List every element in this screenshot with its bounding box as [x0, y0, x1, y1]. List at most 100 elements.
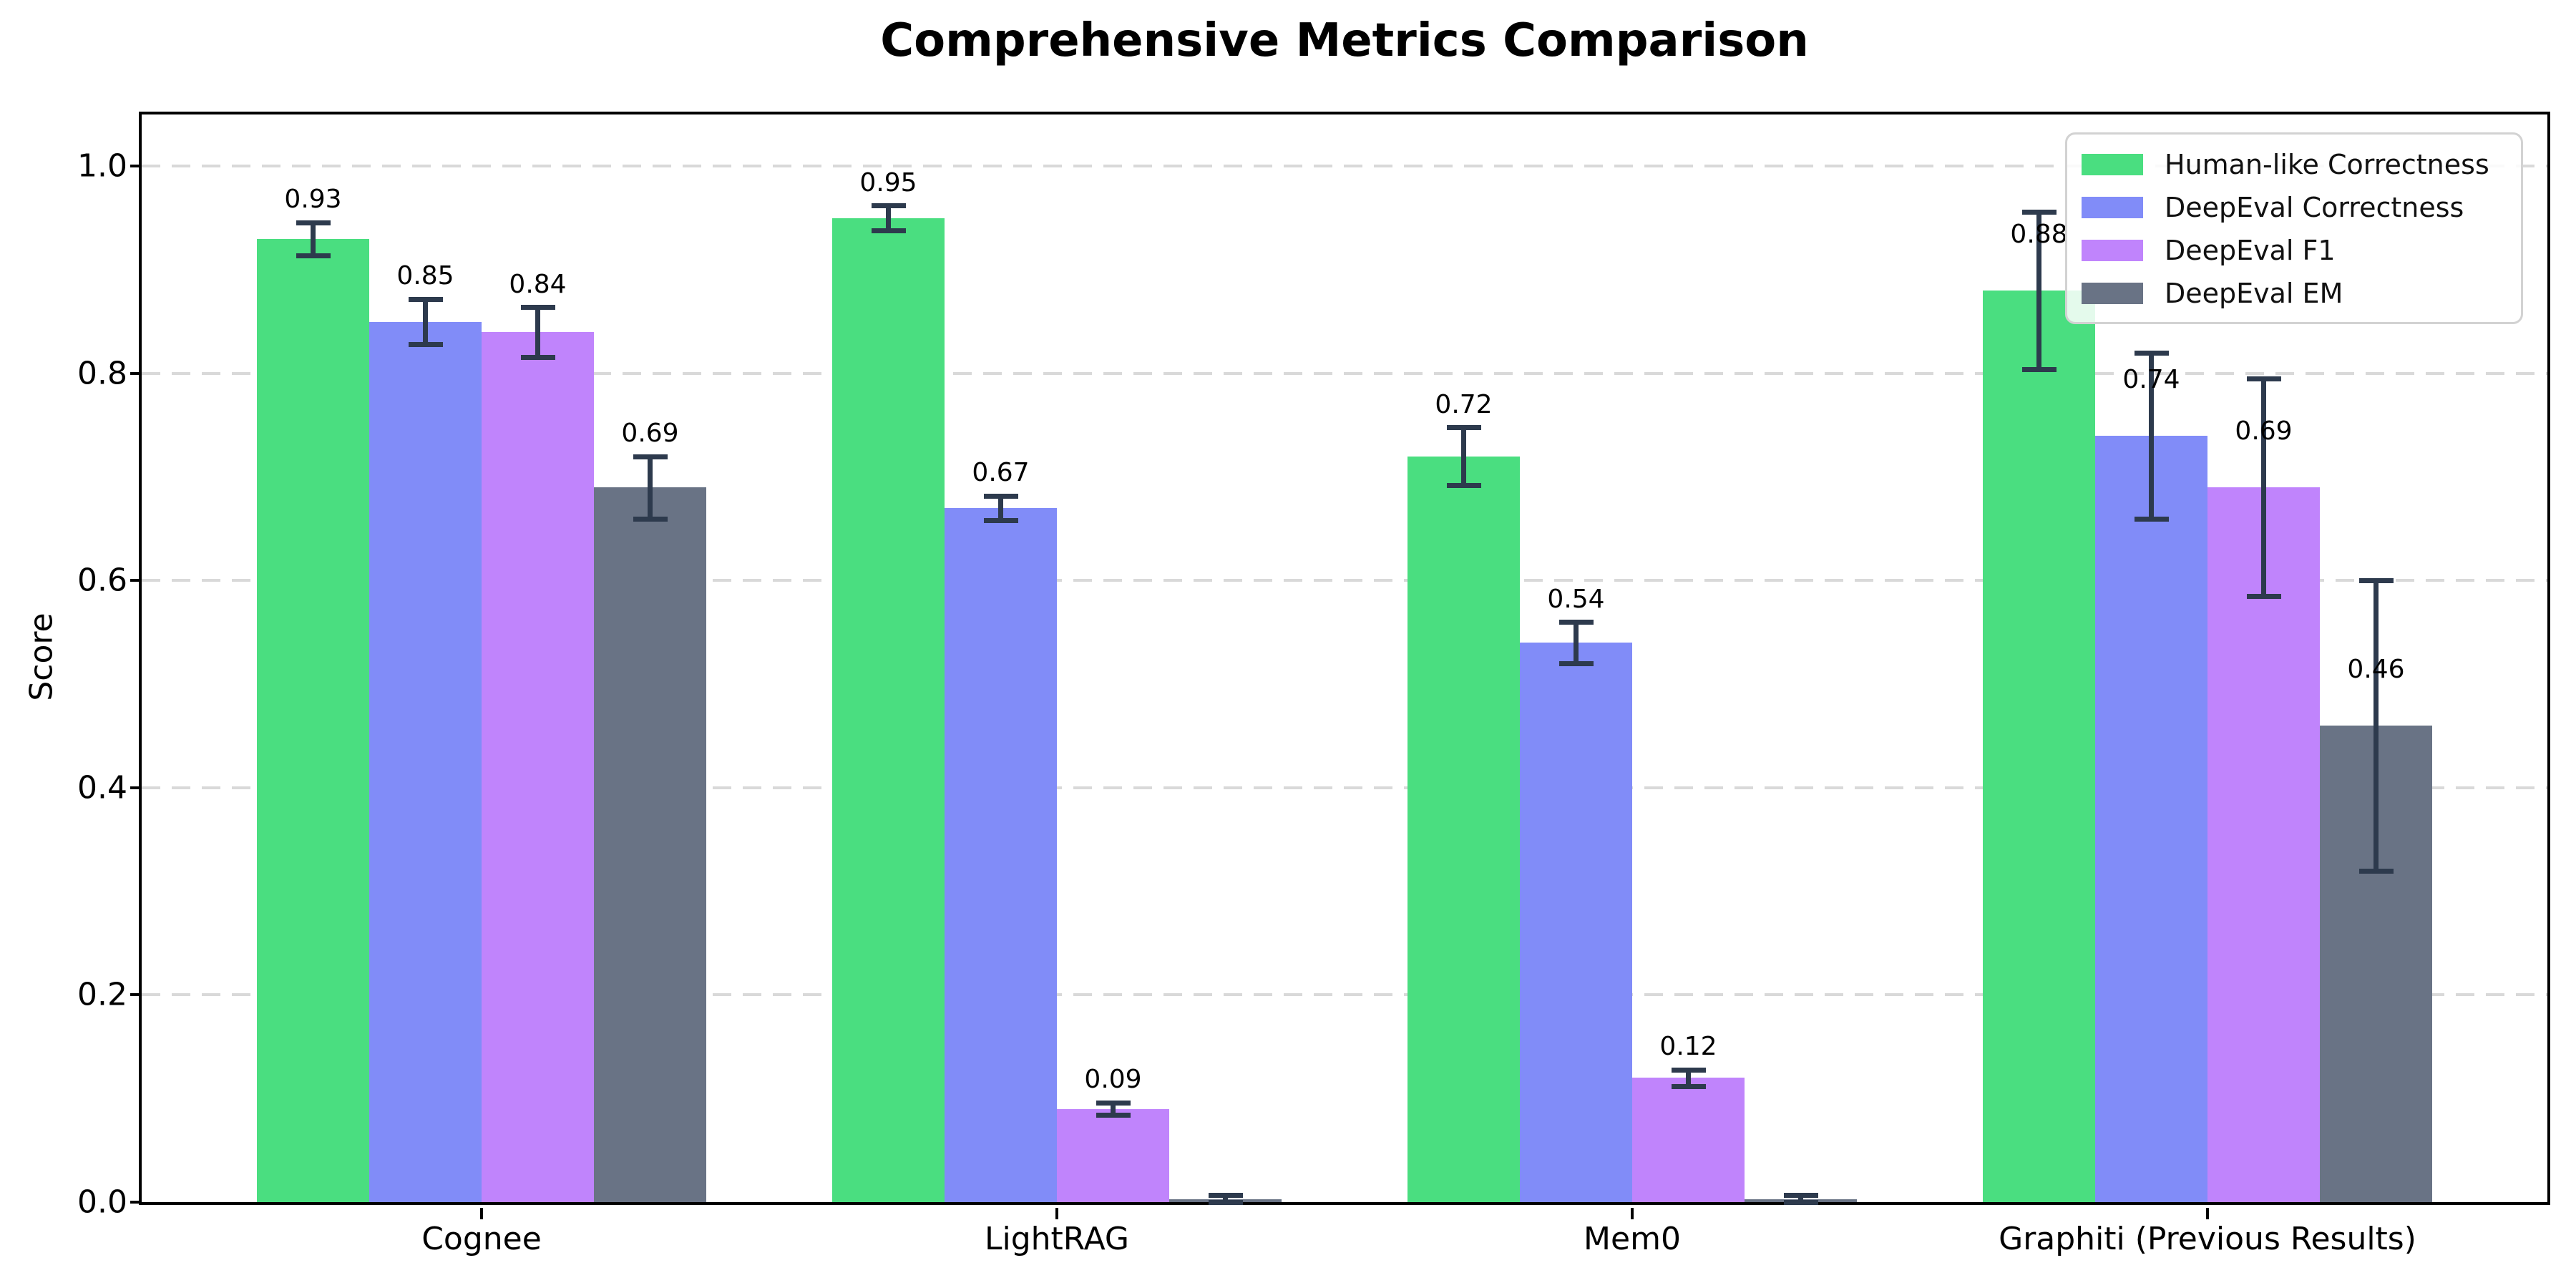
error-cap-top-bar-cognee-deepeval-f1	[520, 305, 555, 311]
value-label-bar-lightrag-human-like-correctness: 0.95	[859, 167, 917, 197]
error-cap-bottom-bar-mem0-deepeval-em	[1783, 1200, 1818, 1205]
error-bar-bar-cognee-deepeval-correctness	[423, 298, 428, 345]
error-cap-bottom-bar-lightrag-human-like-correctness	[871, 228, 906, 234]
legend-row-deepeval-em: DeepEval EM	[2082, 272, 2507, 315]
bar-mem0-deepeval-f1	[1632, 1078, 1745, 1202]
chart-title: Comprehensive Metrics Comparison	[880, 14, 1809, 67]
error-cap-bottom-bar-graphiti-previous-results-deepeval-f1	[2246, 594, 2281, 600]
error-bar-bar-mem0-deepeval-f1	[1686, 1069, 1691, 1086]
error-cap-top-bar-lightrag-deepeval-em	[1208, 1192, 1243, 1198]
error-bar-bar-lightrag-human-like-correctness	[886, 205, 891, 231]
ytick-mark-0.0	[130, 1201, 142, 1204]
ytick-label-0.4: 0.4	[77, 769, 127, 806]
error-cap-top-bar-lightrag-deepeval-correctness	[983, 493, 1018, 499]
error-cap-top-bar-mem0-deepeval-f1	[1671, 1067, 1706, 1073]
error-cap-bottom-bar-lightrag-deepeval-correctness	[983, 518, 1018, 524]
bar-lightrag-human-like-correctness	[832, 218, 945, 1202]
ytick-mark-0.8	[130, 371, 142, 375]
error-cap-bottom-bar-lightrag-deepeval-f1	[1096, 1113, 1131, 1118]
bar-cognee-deepeval-f1	[482, 332, 594, 1202]
error-cap-bottom-bar-mem0-deepeval-correctness	[1558, 661, 1594, 667]
xtick-mark-lightrag	[1055, 1208, 1058, 1219]
bar-cognee-deepeval-correctness	[369, 321, 482, 1202]
legend-label-deepeval-em: DeepEval EM	[2165, 278, 2343, 309]
error-bar-bar-graphiti-previous-results-deepeval-f1	[2261, 379, 2266, 597]
value-label-bar-mem0-deepeval-correctness: 0.54	[1547, 584, 1605, 614]
value-label-bar-cognee-deepeval-correctness: 0.85	[396, 261, 454, 291]
error-cap-bottom-bar-cognee-deepeval-f1	[520, 354, 555, 360]
error-cap-top-bar-lightrag-human-like-correctness	[871, 203, 906, 209]
error-cap-top-bar-graphiti-previous-results-human-like-correctness	[2021, 210, 2057, 215]
xtick-mark-graphiti-previous-results	[2206, 1208, 2209, 1219]
error-bar-bar-lightrag-deepeval-correctness	[998, 495, 1003, 521]
gridline-1.0	[142, 165, 2547, 168]
legend: Human-like Correctness DeepEval Correctne…	[2065, 132, 2523, 324]
gridline-0.2	[142, 993, 2547, 997]
value-label-bar-graphiti-previous-results-deepeval-f1: 0.69	[2235, 416, 2293, 447]
value-label-bar-mem0-human-like-correctness: 0.72	[1435, 389, 1493, 419]
legend-swatch-human-like-correctness	[2082, 154, 2143, 175]
ytick-label-0.8: 0.8	[77, 355, 127, 392]
error-cap-bottom-bar-lightrag-deepeval-em	[1208, 1200, 1243, 1205]
error-cap-top-bar-lightrag-deepeval-f1	[1096, 1101, 1131, 1106]
bar-graphiti-previous-results-deepeval-correctness	[2095, 435, 2207, 1202]
ytick-label-0.0: 0.0	[77, 1184, 127, 1221]
legend-label-deepeval-f1: DeepEval F1	[2165, 235, 2336, 266]
gridline-0.8	[142, 371, 2547, 375]
bar-mem0-human-like-correctness	[1407, 456, 1520, 1202]
error-bar-bar-cognee-human-like-correctness	[311, 222, 316, 255]
xtick-mark-cognee	[480, 1208, 483, 1219]
value-label-bar-graphiti-previous-results-deepeval-em: 0.46	[2347, 655, 2405, 685]
value-label-bar-cognee-deepeval-em: 0.69	[621, 419, 679, 449]
bar-graphiti-previous-results-deepeval-f1	[2207, 487, 2320, 1202]
bar-cognee-human-like-correctness	[257, 238, 369, 1202]
error-cap-bottom-bar-graphiti-previous-results-human-like-correctness	[2021, 367, 2057, 373]
xtick-mark-mem0	[1631, 1208, 1634, 1219]
error-cap-top-bar-graphiti-previous-results-deepeval-correctness	[2134, 350, 2169, 356]
legend-row-human-like-correctness: Human-like Correctness	[2082, 143, 2507, 186]
gridline-0.6	[142, 579, 2547, 582]
error-cap-top-bar-cognee-deepeval-correctness	[408, 296, 443, 302]
xtick-label-cognee: Cognee	[421, 1221, 542, 1257]
xtick-label-graphiti-previous-results: Graphiti (Previous Results)	[1999, 1221, 2416, 1257]
error-cap-bottom-bar-cognee-deepeval-correctness	[408, 342, 443, 348]
bar-lightrag-deepeval-f1	[1057, 1108, 1169, 1202]
error-cap-bottom-bar-mem0-human-like-correctness	[1446, 483, 1481, 489]
value-label-bar-cognee-human-like-correctness: 0.93	[284, 184, 342, 214]
error-cap-top-bar-mem0-deepeval-em	[1783, 1192, 1818, 1198]
error-cap-bottom-bar-graphiti-previous-results-deepeval-em	[2358, 868, 2394, 874]
ytick-mark-0.6	[130, 579, 142, 582]
legend-label-deepeval-correctness: DeepEval Correctness	[2165, 192, 2464, 223]
error-cap-bottom-bar-cognee-human-like-correctness	[296, 253, 331, 258]
bar-lightrag-deepeval-correctness	[945, 508, 1057, 1202]
error-cap-bottom-bar-cognee-deepeval-em	[633, 516, 668, 522]
xtick-label-mem0: Mem0	[1584, 1221, 1681, 1257]
value-label-bar-lightrag-deepeval-correctness: 0.67	[972, 458, 1030, 488]
error-cap-bottom-bar-graphiti-previous-results-deepeval-correctness	[2134, 516, 2169, 522]
legend-label-human-like-correctness: Human-like Correctness	[2165, 149, 2489, 180]
ytick-label-0.6: 0.6	[77, 562, 127, 599]
error-bar-bar-graphiti-previous-results-deepeval-correctness	[2149, 352, 2154, 519]
bar-cognee-deepeval-em	[594, 487, 706, 1202]
legend-swatch-deepeval-correctness	[2082, 197, 2143, 218]
error-bar-bar-graphiti-previous-results-human-like-correctness	[2036, 212, 2041, 370]
ytick-label-0.2: 0.2	[77, 976, 127, 1013]
error-bar-bar-lightrag-deepeval-f1	[1111, 1103, 1116, 1116]
error-cap-top-bar-cognee-human-like-correctness	[296, 220, 331, 225]
y-axis-title: Score	[23, 613, 60, 701]
error-cap-top-bar-mem0-human-like-correctness	[1446, 425, 1481, 431]
gridline-0.4	[142, 786, 2547, 789]
error-bar-bar-cognee-deepeval-f1	[535, 307, 540, 357]
error-cap-top-bar-cognee-deepeval-em	[633, 454, 668, 459]
bar-mem0-deepeval-correctness	[1520, 643, 1632, 1202]
error-cap-top-bar-graphiti-previous-results-deepeval-em	[2358, 578, 2394, 584]
error-bar-bar-mem0-human-like-correctness	[1461, 427, 1466, 486]
error-cap-top-bar-graphiti-previous-results-deepeval-f1	[2246, 376, 2281, 382]
error-bar-bar-cognee-deepeval-em	[648, 456, 653, 519]
error-bar-bar-lightrag-deepeval-em	[1223, 1194, 1228, 1202]
value-label-bar-graphiti-previous-results-deepeval-correctness: 0.74	[2122, 364, 2180, 394]
bar-graphiti-previous-results-human-like-correctness	[1983, 291, 2095, 1202]
value-label-bar-cognee-deepeval-f1: 0.84	[509, 269, 567, 299]
xtick-label-lightrag: LightRAG	[984, 1221, 1130, 1257]
